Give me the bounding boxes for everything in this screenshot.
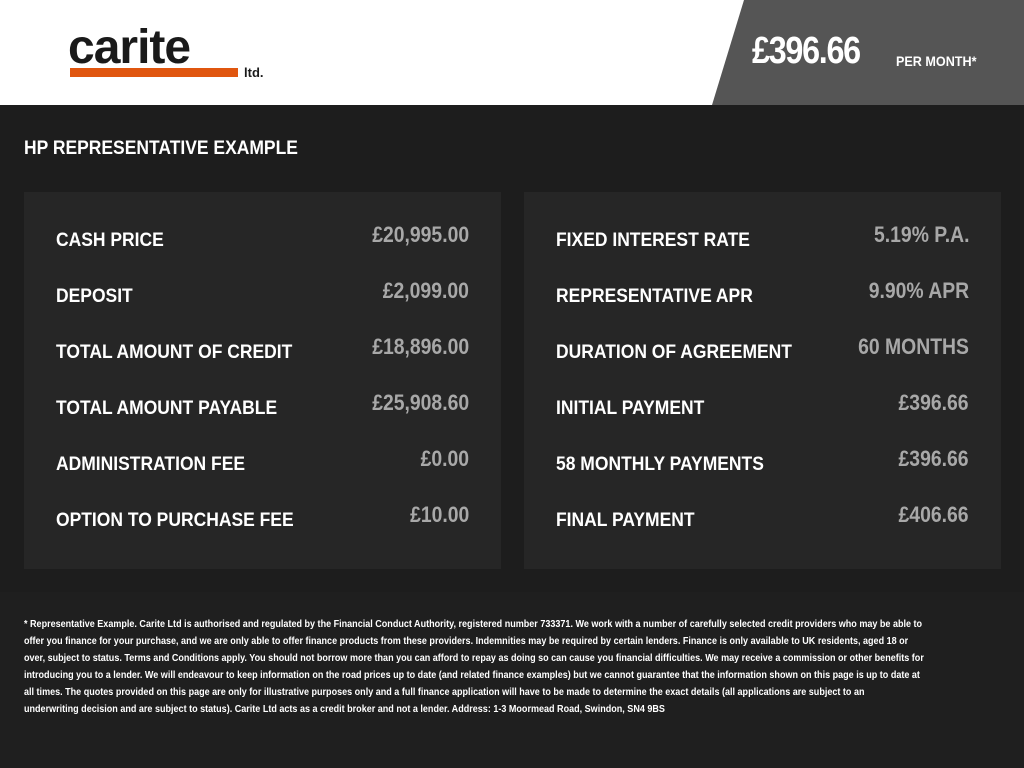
logo-suffix: ltd. <box>244 65 264 80</box>
carite-logo: carite ltd. <box>68 21 278 84</box>
finance-row: OPTION TO PURCHASE FEE £10.00 <box>56 502 469 562</box>
row-value: 5.19% P.A. <box>873 222 969 247</box>
finance-row: ADMINISTRATION FEE £0.00 <box>56 446 469 506</box>
disclaimer-line: introducing you to a lender. We will end… <box>24 669 920 681</box>
row-value: £18,896.00 <box>372 334 469 359</box>
finance-panel-right: FIXED INTEREST RATE 5.19% P.A. REPRESENTA… <box>524 192 1001 569</box>
row-label: OPTION TO PURCHASE FEE <box>56 510 294 531</box>
row-label: TOTAL AMOUNT OF CREDIT <box>56 342 293 363</box>
finance-row: TOTAL AMOUNT PAYABLE £25,908.60 <box>56 390 469 450</box>
disclaimer: * Representative Example. Carite Ltd is … <box>0 592 1024 768</box>
finance-panel-left: CASH PRICE £20,995.00 DEPOSIT £2,099.00 TO… <box>24 192 501 569</box>
row-label: 58 MONTHLY PAYMENTS <box>556 454 764 475</box>
finance-row: TOTAL AMOUNT OF CREDIT £18,896.00 <box>56 334 469 394</box>
row-value: 9.90% APR <box>868 278 969 303</box>
logo-orange-bar <box>70 68 238 77</box>
row-label: FINAL PAYMENT <box>556 510 695 531</box>
row-value: £0.00 <box>420 446 469 471</box>
row-label: ADMINISTRATION FEE <box>56 454 246 475</box>
row-value: 60 MONTHS <box>858 334 969 359</box>
row-value: £396.66 <box>899 446 969 471</box>
logo-wordmark: carite <box>68 21 191 74</box>
row-label: DEPOSIT <box>56 286 133 307</box>
finance-row: CASH PRICE £20,995.00 <box>56 222 469 282</box>
row-label: CASH PRICE <box>56 230 164 251</box>
per-month-label: PER MONTH* <box>896 53 977 69</box>
row-value: £20,995.00 <box>372 222 469 247</box>
row-label: INITIAL PAYMENT <box>556 398 705 419</box>
finance-row: DURATION OF AGREEMENT 60 MONTHS <box>556 334 969 394</box>
row-value: £406.66 <box>899 502 969 527</box>
finance-row: DEPOSIT £2,099.00 <box>56 278 469 338</box>
row-label: TOTAL AMOUNT PAYABLE <box>56 398 278 419</box>
finance-row: INITIAL PAYMENT £396.66 <box>556 390 969 450</box>
row-value: £396.66 <box>899 390 969 415</box>
monthly-price: £396.66 <box>752 30 861 72</box>
row-label: FIXED INTEREST RATE <box>556 230 750 251</box>
row-label: REPRESENTATIVE APR <box>556 286 753 307</box>
row-value: £2,099.00 <box>382 278 469 303</box>
finance-row: FINAL PAYMENT £406.66 <box>556 502 969 562</box>
row-value: £10.00 <box>409 502 469 527</box>
monthly-price-box: £396.66 PER MONTH* <box>712 0 1024 105</box>
row-value: £25,908.60 <box>372 390 469 415</box>
disclaimer-line: * Representative Example. Carite Ltd is … <box>24 618 923 630</box>
row-label: DURATION OF AGREEMENT <box>556 342 792 363</box>
section-title: HP REPRESENTATIVE EXAMPLE <box>24 138 298 159</box>
finance-row: FIXED INTEREST RATE 5.19% P.A. <box>556 222 969 282</box>
header: carite ltd. £396.66 PER MONTH* <box>0 0 1024 105</box>
disclaimer-line: underwriting decision and are subject to… <box>24 703 665 715</box>
disclaimer-line: offer you finance for your purchase, and… <box>24 635 909 647</box>
finance-row: REPRESENTATIVE APR 9.90% APR <box>556 278 969 338</box>
disclaimer-line: over, subject to status. Terms and Condi… <box>24 652 924 664</box>
disclaimer-line: all times. The quotes provided on this p… <box>24 686 865 698</box>
finance-row: 58 MONTHLY PAYMENTS £396.66 <box>556 446 969 506</box>
